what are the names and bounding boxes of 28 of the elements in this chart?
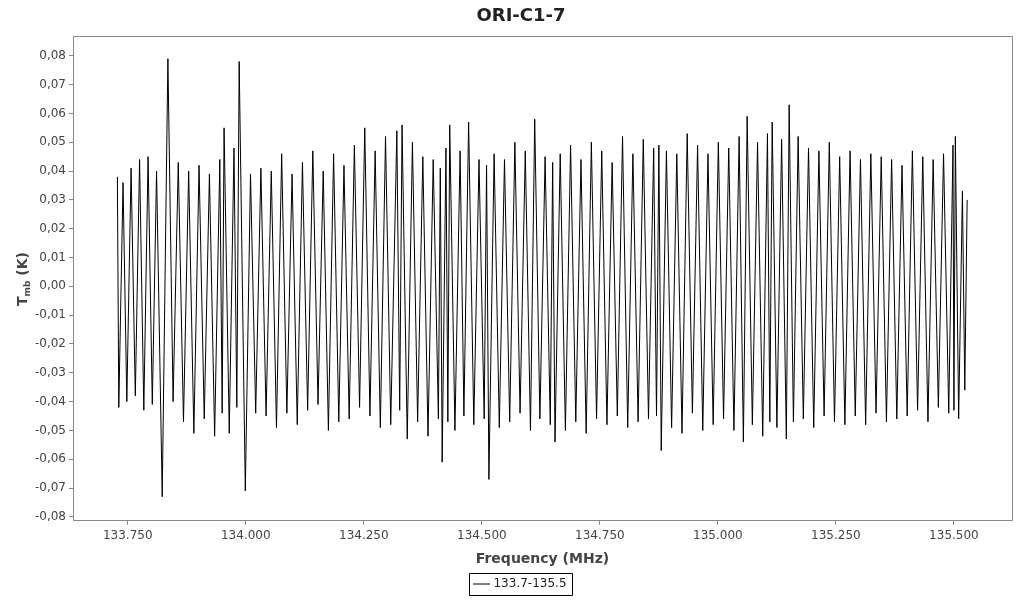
x-tick-label: 134.250 (339, 528, 389, 543)
y-tick-label: -0,03 (34, 364, 66, 379)
y-tick-label: 0,07 (39, 76, 66, 91)
y-tick-label: 0,00 (39, 278, 66, 293)
chart-title: ORI-C1-7 (476, 4, 566, 26)
y-tick-label: 0,02 (39, 220, 66, 235)
legend-label: 133.7-135.5 (493, 576, 567, 591)
y-tick-label: -0,04 (34, 393, 66, 408)
y-tick-label: -0,01 (34, 307, 66, 322)
y-tick-label: -0,08 (34, 509, 66, 524)
x-tick-label: 135.000 (693, 528, 743, 543)
x-tick-label: 134.750 (575, 528, 625, 543)
x-axis-title: Frequency (MHz) (475, 550, 610, 567)
x-tick-label: 135.500 (929, 528, 979, 543)
x-tick-label: 134.000 (220, 528, 271, 543)
y-tick-label: -0,07 (34, 480, 66, 495)
x-tick-label: 133.750 (102, 528, 153, 543)
y-tick-label: -0,02 (34, 336, 66, 351)
y-tick-label: -0,06 (34, 451, 66, 466)
y-tick-label: 0,01 (39, 249, 66, 264)
y-tick-label: 0,05 (39, 134, 66, 149)
x-tick-label: 134.500 (457, 528, 507, 543)
x-tick-label: 135.250 (811, 528, 861, 543)
y-tick-label: 0,06 (39, 105, 66, 120)
y-tick-label: 0,03 (39, 192, 66, 207)
y-tick-label: -0,05 (34, 422, 66, 437)
y-tick-label: 0,04 (39, 163, 66, 178)
y-tick-label: 0,08 (39, 47, 66, 62)
